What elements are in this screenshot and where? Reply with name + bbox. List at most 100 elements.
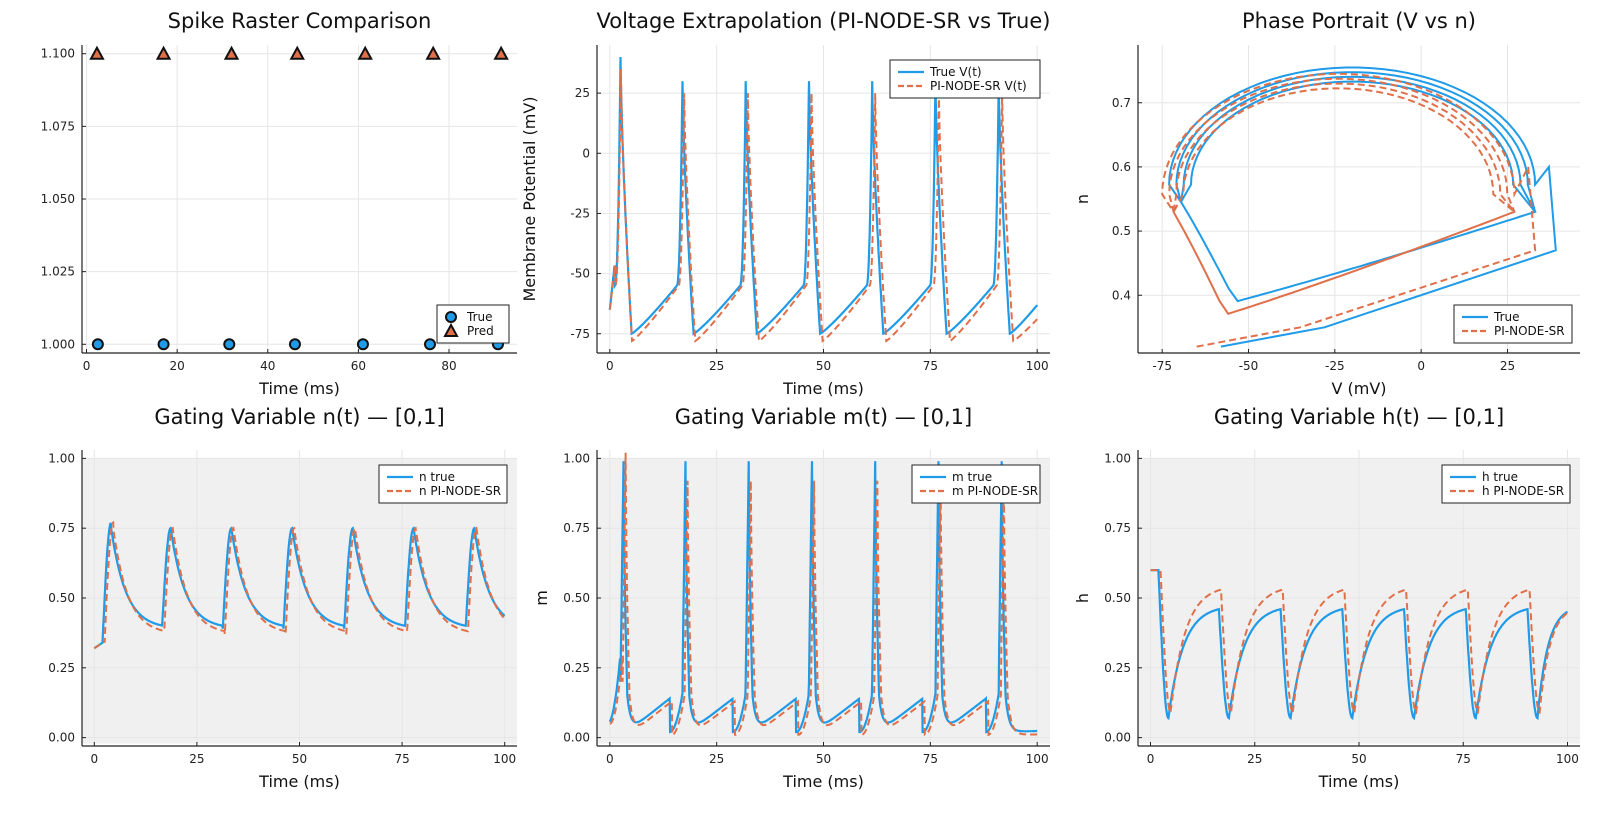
y-tick-label: 0.00	[1104, 731, 1131, 745]
x-tick-label: 40	[260, 359, 275, 373]
y-axis-label: n	[1073, 194, 1092, 204]
y-tick-label: 0.5	[1112, 224, 1131, 238]
x-axis-label: V (mV)	[1331, 379, 1386, 398]
pred-spike-marker	[155, 45, 172, 60]
legend-label: h PI-NODE-SR	[1482, 484, 1564, 498]
x-tick-label: -75	[1152, 359, 1172, 373]
grid	[597, 450, 1050, 746]
y-tick-label: 0.75	[563, 521, 590, 535]
pred-spike-marker	[425, 45, 441, 60]
true-spike-marker	[424, 338, 436, 351]
series-n-true	[93, 522, 506, 650]
y-tick-label: 0.6	[1112, 160, 1131, 174]
panel-raster: 0 20 40 60 80 1.000 1.025 1.050 1.075 1.100 Spike …	[41, 9, 517, 398]
y-tick-label: 1.075	[41, 119, 75, 133]
x-tick-label: 0	[606, 752, 614, 766]
x-tick-label: 25	[709, 359, 724, 373]
grid	[82, 450, 517, 746]
y-tick-label: 0.75	[48, 521, 75, 535]
y-tick-label: 1.025	[41, 265, 75, 279]
x-tick-label: 80	[441, 359, 456, 373]
x-tick-label: 0	[83, 359, 91, 373]
y-tick-label: 0.00	[563, 731, 590, 745]
y-tick-label: 1.100	[41, 47, 75, 61]
y-axis-label: h	[1073, 593, 1092, 603]
x-tick-label: -50	[1239, 359, 1259, 373]
panel-title: Voltage Extrapolation (PI-NODE-SR vs Tru…	[597, 9, 1051, 33]
x-tick-label: 0	[606, 359, 614, 373]
legend-box	[436, 304, 510, 344]
y-tick-label: -50	[570, 267, 590, 281]
legend-label: n true	[419, 470, 455, 484]
x-tick-label: 100	[1026, 752, 1049, 766]
true-spike-marker	[223, 338, 236, 351]
series-true-v	[608, 56, 1039, 336]
y-tick-label: 0.50	[563, 591, 590, 605]
series-h-pred	[1150, 569, 1569, 715]
y-tick-label: 0.00	[48, 731, 75, 745]
legend-label: m PI-NODE-SR	[952, 484, 1038, 498]
x-axis-label: Time (ms)	[1318, 772, 1400, 791]
y-tick-label: 0.4	[1112, 288, 1131, 302]
plot-area	[608, 56, 1039, 343]
legend-box	[889, 59, 1041, 99]
y-tick-label: 1.000	[41, 337, 75, 351]
y-tick-label: 0	[582, 146, 590, 160]
y-tick-label: 0.75	[1104, 521, 1131, 535]
x-tick-label: 100	[1026, 359, 1049, 373]
x-axis-label: Time (ms)	[258, 379, 340, 398]
true-spike-marker	[157, 338, 170, 351]
x-axis-label: Time (ms)	[258, 772, 340, 791]
y-tick-label: -25	[570, 206, 590, 220]
y-tick-label: 0.25	[1104, 661, 1131, 675]
x-tick-label: 50	[1351, 752, 1366, 766]
x-axis-label: Time (ms)	[782, 772, 864, 791]
x-tick-label: 50	[816, 752, 831, 766]
legend-box	[378, 464, 508, 504]
legend-swatch	[445, 311, 457, 323]
y-tick-label: 1.00	[48, 451, 75, 465]
pred-spike-marker	[89, 45, 105, 60]
y-tick-label: 0.7	[1112, 96, 1131, 110]
pred-spike-marker	[223, 45, 240, 60]
series-m-true	[608, 461, 1038, 734]
legend-box	[911, 464, 1041, 504]
pred-spike-marker	[289, 45, 305, 60]
panel-title: Spike Raster Comparison	[168, 9, 432, 33]
x-tick-label: 75	[394, 752, 409, 766]
legend-label: True	[1493, 310, 1520, 324]
x-tick-label: 75	[923, 752, 938, 766]
pred-spike-marker	[493, 45, 509, 60]
grid	[1138, 450, 1580, 746]
plot-area	[608, 452, 1038, 737]
y-tick-label: 0.50	[48, 591, 75, 605]
series-n-pred	[93, 520, 506, 650]
legend-label: m true	[952, 470, 992, 484]
legend-label: h true	[1482, 470, 1518, 484]
y-tick-label: 1.00	[563, 451, 590, 465]
x-tick-label: 100	[493, 752, 516, 766]
x-tick-label: 100	[1556, 752, 1579, 766]
panel-title: Phase Portrait (V vs n)	[1242, 9, 1476, 33]
x-tick-label: 25	[1500, 359, 1515, 373]
true-spike-marker	[288, 338, 301, 351]
legend: True V(t)PI-NODE-SR V(t)	[889, 59, 1041, 99]
legend-label: True V(t)	[929, 65, 982, 79]
grid	[1138, 45, 1580, 353]
y-tick-label: 25	[575, 86, 590, 100]
plot-area	[1150, 569, 1569, 721]
y-tick-label: 1.00	[1104, 451, 1131, 465]
plot-area	[93, 520, 506, 650]
x-tick-label: 20	[170, 359, 185, 373]
y-tick-label: 0.25	[48, 661, 75, 675]
x-tick-label: 50	[816, 359, 831, 373]
panel-phase: -75 -50 -25 0 25 0.4 0.5 0.6 0.7 Phase Portrait (…	[1073, 9, 1580, 398]
x-tick-label: 25	[1247, 752, 1262, 766]
x-axis-label: Time (ms)	[782, 379, 864, 398]
y-axis-label: m	[532, 590, 551, 606]
panel-voltage: 0 25 50 75 100 -75 -50 -25 0 25 Voltage Extrapolat…	[520, 9, 1050, 398]
y-axis-label: Membrane Potential (mV)	[520, 96, 539, 301]
series-pred-phase	[1161, 72, 1537, 348]
